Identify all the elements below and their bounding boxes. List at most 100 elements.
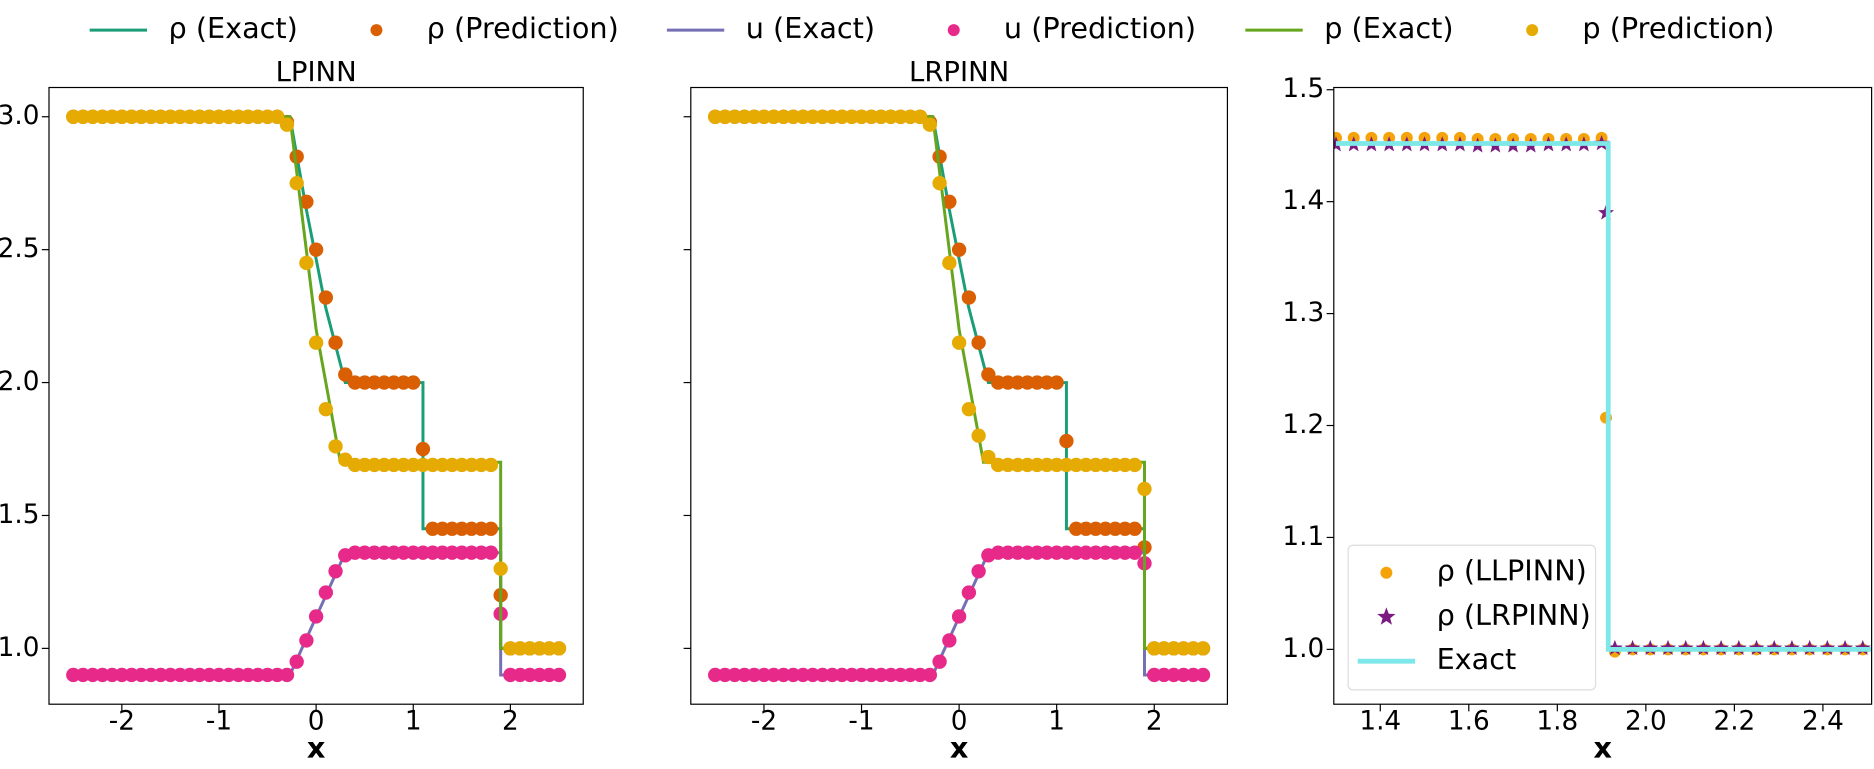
legend-dot: [1526, 24, 1539, 37]
point: [493, 561, 508, 576]
point: [951, 242, 967, 257]
x-tick-label: 2: [1146, 707, 1163, 737]
point: [328, 564, 343, 579]
legend-star: [1377, 607, 1396, 625]
point: [932, 654, 947, 669]
legend-label: p (Exact): [1324, 11, 1453, 45]
point: [961, 401, 977, 417]
point: [961, 290, 977, 305]
line: [73, 115, 559, 650]
y-tick-label: 1.0: [0, 633, 39, 663]
point: [551, 667, 567, 683]
y-tick-label: 1.5: [0, 500, 39, 530]
axes-frame: [690, 86, 1229, 705]
legend-label: p (Prediction): [1582, 11, 1774, 45]
point: [483, 545, 499, 560]
x-tick-label: 1.4: [1359, 707, 1401, 737]
x-tick-label: 1: [405, 707, 422, 737]
x-tick-label: 1.6: [1448, 707, 1490, 737]
point: [951, 609, 967, 624]
point: [942, 633, 957, 648]
point: [318, 401, 334, 417]
line: [715, 115, 1204, 650]
x-axis-label: x: [950, 731, 969, 765]
x-tick-label: 0: [951, 707, 968, 737]
point: [415, 441, 431, 457]
point: [299, 194, 314, 209]
y-tick-label: 1.1: [1282, 522, 1324, 552]
point: [289, 654, 304, 669]
point: [338, 367, 353, 382]
x-tick-label: -1: [206, 707, 232, 737]
y-tick-label: 2.5: [0, 234, 39, 264]
y-tick-label: 1.3: [1282, 298, 1324, 328]
point: [1127, 545, 1142, 560]
point: [981, 449, 996, 465]
line: [73, 115, 559, 650]
point: [308, 242, 324, 257]
point: [483, 521, 499, 536]
legend-label: ρ (Exact): [169, 11, 298, 45]
point: [942, 194, 957, 209]
legend-label: u (Prediction): [1004, 11, 1196, 45]
plot-area: [708, 109, 1211, 683]
x-axis-label: x: [307, 731, 326, 765]
point: [270, 109, 285, 124]
x-axis-label: x: [1593, 731, 1612, 765]
panel-title: LRPINN: [909, 56, 1009, 88]
point: [1127, 521, 1142, 536]
point: [1049, 375, 1064, 390]
x-tick-label: 0: [308, 707, 325, 737]
point: [308, 335, 324, 350]
point: [279, 667, 295, 683]
point: [932, 176, 947, 191]
x-tick-label: 2.2: [1713, 707, 1755, 737]
plot-area: [1333, 131, 1872, 658]
point: [289, 176, 304, 191]
point: [922, 117, 938, 132]
point: [299, 255, 314, 271]
point: [318, 290, 334, 305]
point: [279, 117, 295, 132]
point: [1195, 667, 1211, 683]
point: [922, 667, 938, 683]
y-tick-label: 1.2: [1282, 410, 1324, 440]
legend-label: ρ (LLPINN): [1437, 554, 1587, 588]
point: [961, 585, 977, 600]
point: [942, 255, 957, 271]
line: [1336, 141, 1872, 652]
x-tick-label: -2: [109, 707, 135, 737]
point: [328, 439, 343, 454]
panel-title: LPINN: [276, 56, 357, 88]
y-tick-label: 1.0: [1282, 634, 1324, 664]
point: [951, 335, 967, 350]
point: [1137, 481, 1152, 497]
line: [715, 115, 1204, 650]
legend-box: [1347, 544, 1597, 691]
legend-dot: [947, 24, 960, 37]
point: [483, 457, 499, 473]
legend-label: ρ (Prediction): [427, 11, 619, 45]
point: [912, 109, 928, 124]
point: [551, 641, 567, 656]
y-tick-label: 3.0: [0, 101, 39, 131]
y-tick-label: 1.5: [1282, 74, 1324, 104]
legend-dot: [370, 24, 383, 37]
point: [1059, 433, 1074, 449]
point: [328, 335, 343, 350]
x-tick-label: 2.4: [1802, 707, 1844, 737]
point: [971, 335, 986, 350]
point: [981, 367, 996, 382]
point: [1195, 641, 1211, 656]
axes-frame: [1333, 86, 1873, 705]
y-tick-label: 1.4: [1282, 186, 1324, 216]
axes-frame: [48, 86, 584, 705]
point: [299, 633, 314, 648]
x-tick-label: 1: [1048, 707, 1065, 737]
point: [971, 428, 986, 443]
point: [1127, 457, 1142, 473]
x-tick-label: -2: [751, 707, 777, 737]
point: [308, 609, 324, 624]
point: [971, 564, 986, 579]
